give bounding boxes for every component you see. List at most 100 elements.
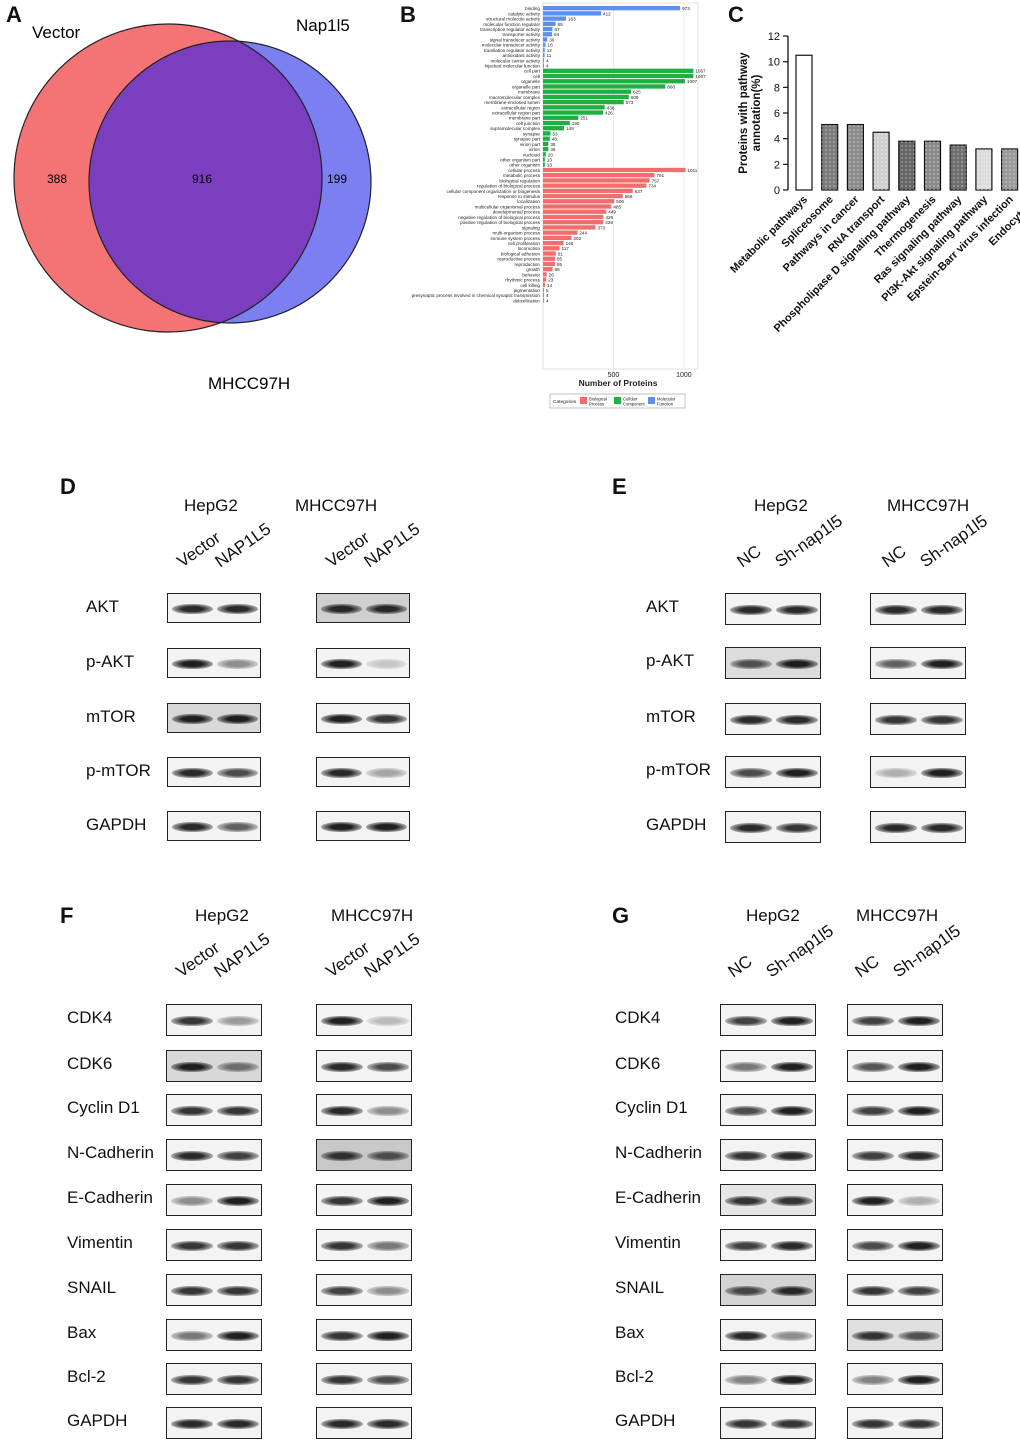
protein-band <box>852 1016 894 1026</box>
protein-band <box>921 768 963 778</box>
lane-label: NC <box>733 541 765 572</box>
go-value-label: 4 <box>546 298 549 303</box>
protein-band <box>898 1106 940 1116</box>
protein-band <box>171 1196 213 1206</box>
protein-band <box>171 1151 213 1161</box>
go-bar <box>543 199 615 204</box>
go-category-label: molecular transducer activity <box>482 43 541 48</box>
protein-band <box>171 1106 213 1116</box>
go-bar <box>543 26 553 32</box>
go-value-label: 23 <box>548 278 554 283</box>
blot-strip <box>847 1229 943 1261</box>
go-value-label: 791 <box>656 173 664 178</box>
go-category-label: catalytic activity <box>508 11 541 16</box>
cell-line-label: MHCC97H <box>331 906 414 925</box>
go-category-label: translation regulator activity <box>484 48 541 53</box>
go-value-label: 244 <box>579 231 587 236</box>
protein-band <box>852 1196 894 1206</box>
protein-band <box>321 1062 363 1072</box>
go-category-label: hijacked molecular function <box>485 64 541 69</box>
go-value-label: 18 <box>548 43 554 48</box>
blot-strip <box>725 703 821 735</box>
protein-band <box>725 1151 767 1161</box>
go-bar <box>543 110 604 115</box>
protein-band <box>898 1419 940 1429</box>
go-bar <box>543 6 681 11</box>
go-value-label: 53 <box>552 131 558 136</box>
kegg-pathway-chart: 0 2 4 6 8 10 12 Proteins with pathwayannotation… <box>728 31 1020 335</box>
blot-strip <box>166 1050 262 1082</box>
go-value-label: 637 <box>635 189 643 194</box>
go-category-label: reproductive process <box>497 257 540 262</box>
protein-band <box>171 1062 213 1072</box>
blot-strip <box>725 756 821 788</box>
protein-band <box>366 768 407 778</box>
blot-strip <box>725 647 821 679</box>
protein-band <box>217 1196 259 1206</box>
lane-label: Sh-nap1l5 <box>916 511 991 572</box>
venn-left-label: Vector <box>32 23 81 42</box>
go-bar <box>543 157 545 162</box>
protein-band <box>217 1375 259 1385</box>
protein-band <box>217 1286 259 1296</box>
protein-band <box>725 1331 767 1341</box>
go-category-label: macromolecular complex <box>489 95 541 100</box>
protein-band <box>852 1419 894 1429</box>
go-bar <box>543 246 560 251</box>
go-value-label: 4 <box>546 293 549 298</box>
protein-band <box>366 659 407 669</box>
protein-band <box>776 605 818 615</box>
blot-strip <box>167 648 261 678</box>
blot-strip <box>316 1407 412 1439</box>
go-category-label: cell part <box>524 69 541 74</box>
go-value-label: 609 <box>631 95 639 100</box>
lane-label: NC <box>724 951 756 982</box>
venn-bottom-label: MHCC97H <box>208 374 290 393</box>
go-value-label: 757 <box>652 178 660 183</box>
protein-band <box>367 1286 409 1296</box>
kegg-bar-texture <box>950 145 967 190</box>
go-category-label: signaling <box>522 225 541 230</box>
blot-strip <box>316 757 410 787</box>
protein-band <box>366 604 407 614</box>
kegg-bar-texture <box>873 132 890 190</box>
go-category-label: binding <box>525 6 540 11</box>
protein-label: Bax <box>615 1323 645 1342</box>
go-bar <box>543 131 551 136</box>
blot-strip <box>316 1229 412 1261</box>
go-category-label: behavior <box>522 272 540 277</box>
go-legend-title: Categories <box>553 399 577 405</box>
go-bar <box>543 47 545 53</box>
blot-strip <box>166 1363 262 1395</box>
protein-band <box>852 1106 894 1116</box>
blot-strip <box>316 703 410 733</box>
kegg-y-tick-label: 6 <box>774 108 780 120</box>
protein-band <box>171 1419 213 1429</box>
go-legend-label: Function <box>657 402 674 407</box>
go-category-label: developmental process <box>493 210 541 215</box>
go-category-label: transcription regulator activity <box>480 27 540 32</box>
blot-strip <box>167 593 261 623</box>
protein-band <box>367 1375 409 1385</box>
go-value-label: 449 <box>608 210 616 215</box>
go-value-label: 426 <box>605 111 613 116</box>
blot-strip <box>720 1363 816 1395</box>
protein-band <box>730 768 772 778</box>
go-value-label: 117 <box>561 246 569 251</box>
blot-strip <box>316 1139 412 1171</box>
protein-band <box>172 822 213 832</box>
go-category-label: localization <box>517 199 540 204</box>
go-bar <box>543 240 564 246</box>
go-value-label: 13 <box>547 157 553 162</box>
go-category-label: negative regulation of biological proces… <box>458 215 540 220</box>
protein-label: CDK4 <box>67 1008 113 1027</box>
protein-band <box>898 1016 940 1026</box>
lane-label: Sh-nap1l5 <box>762 921 837 982</box>
protein-band <box>898 1331 940 1341</box>
go-category-label: positive regulation of biological proces… <box>460 220 541 225</box>
protein-band <box>321 1151 363 1161</box>
protein-band <box>321 822 362 832</box>
blot-strip <box>870 593 966 625</box>
protein-band <box>725 1106 767 1116</box>
protein-band <box>776 768 818 778</box>
